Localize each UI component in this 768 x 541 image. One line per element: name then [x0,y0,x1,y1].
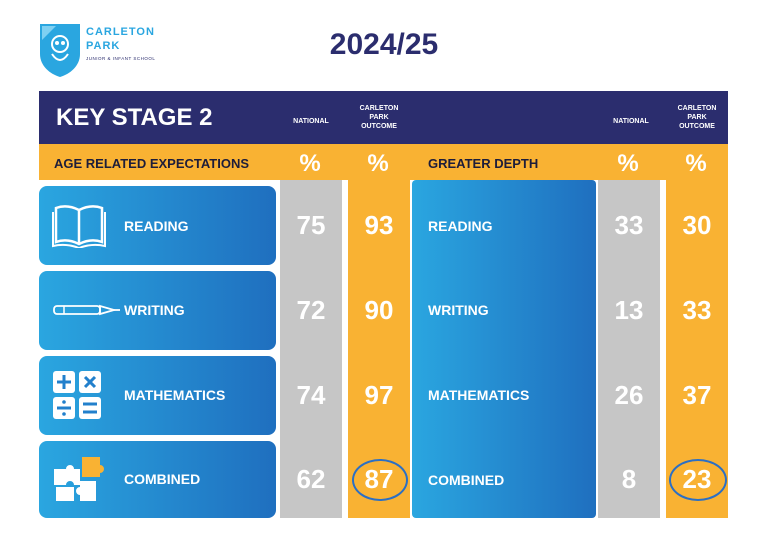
gd-national-reading: 33 [614,210,644,240]
gd-national-writing: 13 [614,295,644,325]
national-column-gd [598,180,660,518]
are-label-reading: READING [124,218,189,234]
gd-national-combined: 8 [621,464,637,494]
pen-icon [53,304,120,316]
carleton-header-are: CARLETON PARK OUTCOME [359,105,399,130]
puzzle-pieces-icon [54,457,104,501]
percent-national-are: % [299,150,321,177]
key-stage-title: KEY STAGE 2 [56,104,213,131]
section-header-row [39,144,728,180]
gd-carleton-writing: 33 [682,295,712,325]
percent-national-gd: % [617,150,639,177]
open-book-icon [52,205,106,248]
school-crest-logo [40,24,80,77]
card-writing [39,271,276,350]
gd-carleton-mathematics: 37 [682,380,712,410]
are-national-combined: 62 [296,464,326,494]
are-section-title: AGE RELATED EXPECTATIONS [54,156,250,171]
national-header-are: NATIONAL [293,118,329,125]
gd-label-mathematics: MATHEMATICS [428,387,530,403]
gd-carleton-reading: 30 [682,210,712,240]
are-label-mathematics: MATHEMATICS [124,387,226,403]
national-header-gd: NATIONAL [613,118,649,125]
logo-text-park: PARK [86,40,121,52]
are-label-writing: WRITING [124,302,185,318]
greater-depth-panel [412,180,596,518]
gd-label-writing: WRITING [428,302,489,318]
percent-carleton-are: % [367,150,389,177]
are-carleton-reading: 93 [364,210,394,240]
gd-label-combined: COMBINED [428,472,505,488]
carleton-header-gd: CARLETON PARK OUTCOME [677,105,717,130]
highlight-circle-are-combined [352,459,408,501]
highlight-circle-gd-combined [669,459,727,501]
national-column-are [280,180,342,518]
gd-national-mathematics: 26 [614,380,644,410]
math-symbols-icon [53,371,101,419]
logo-text-subtitle: JUNIOR & INFANT SCHOOL [86,56,156,61]
card-mathematics [39,356,276,435]
are-national-writing: 72 [296,295,326,325]
percent-carleton-gd: % [685,150,707,177]
year-title: 2024/25 [329,28,439,61]
are-national-mathematics: 74 [296,380,326,410]
are-carleton-mathematics: 97 [364,380,394,410]
are-national-reading: 75 [296,210,326,240]
gd-section-title: GREATER DEPTH [428,156,539,171]
are-carleton-writing: 90 [364,295,394,325]
are-label-combined: COMBINED [124,471,201,487]
gd-label-reading: READING [428,218,493,234]
logo-text-carleton: CARLETON [86,26,155,38]
header-bar [39,91,728,144]
